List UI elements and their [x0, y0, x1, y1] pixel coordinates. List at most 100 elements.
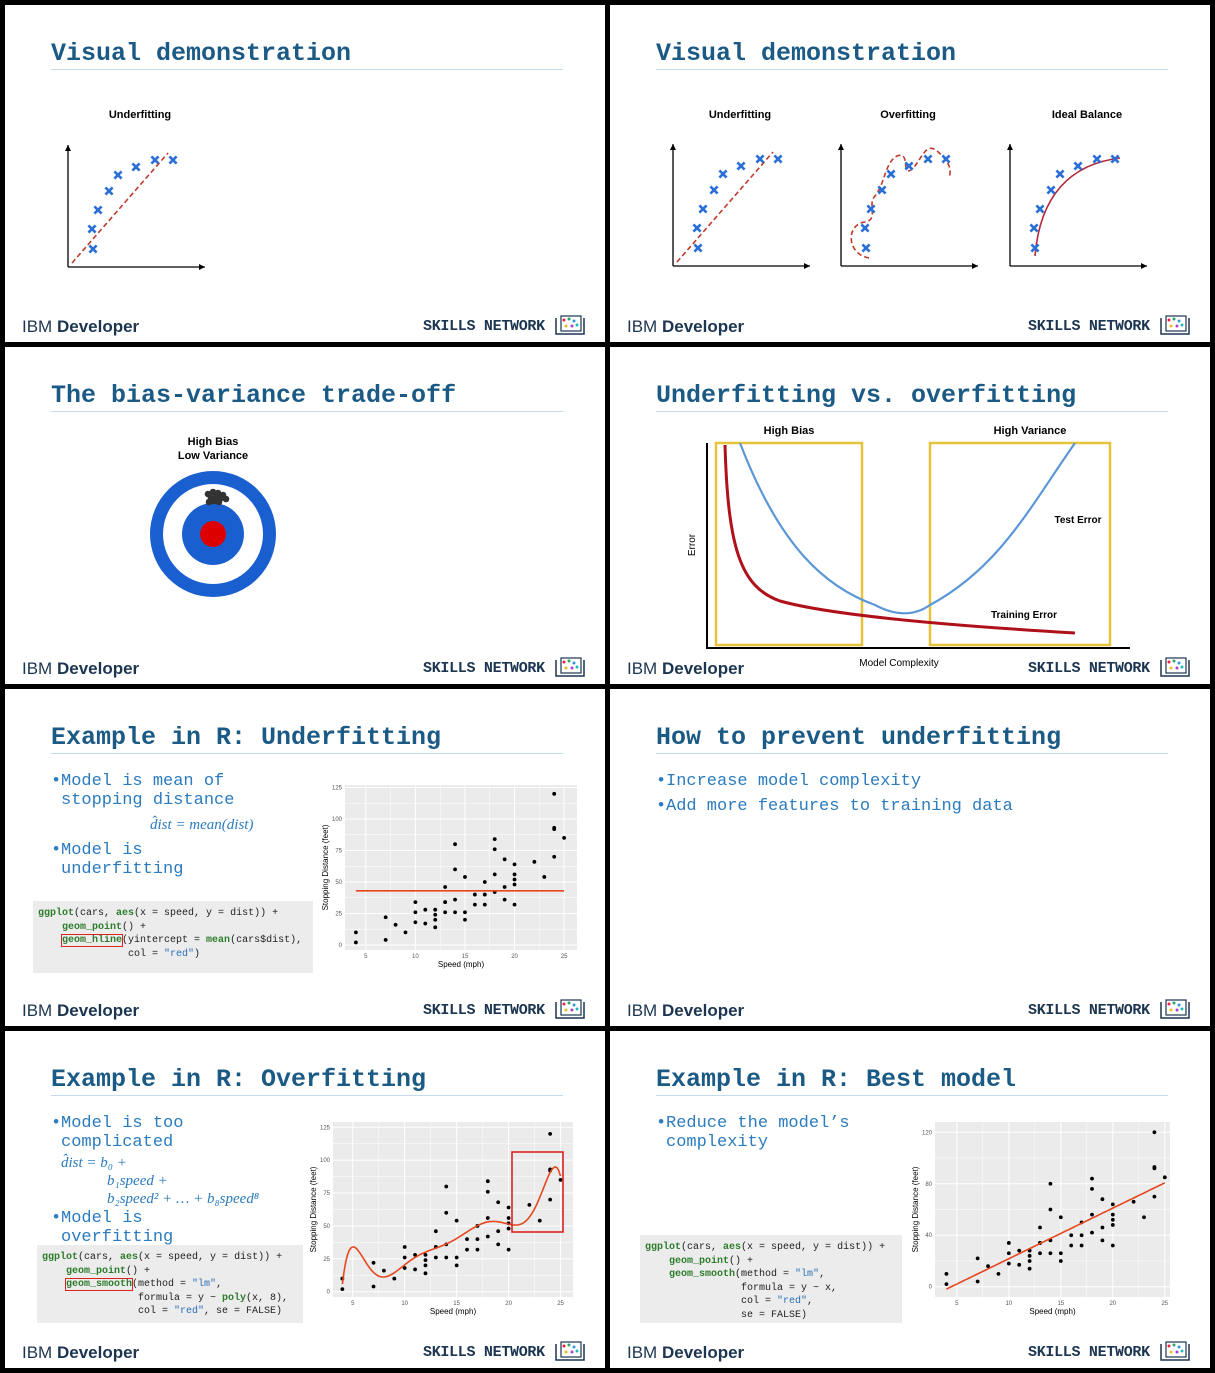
data-point	[502, 897, 507, 902]
data-point	[433, 1255, 438, 1260]
data-point	[552, 791, 557, 796]
logo-dot	[1177, 319, 1181, 323]
logo-dot	[1169, 666, 1173, 670]
logo-dot	[1175, 666, 1179, 670]
arrowhead	[1141, 263, 1147, 269]
cross	[1055, 169, 1065, 179]
brand: IBM	[627, 1343, 658, 1362]
data-point	[393, 922, 398, 927]
logo-dot	[575, 665, 579, 669]
target-label: Low Variance	[178, 450, 248, 462]
logo-book	[1165, 657, 1187, 674]
footer-network: SKILLS NETWORK	[1028, 318, 1150, 335]
data-point	[382, 1268, 386, 1273]
slide: 0 40 80 120 5 10 15 20 25 Speed (mph) Stopping Dis…	[610, 1031, 1210, 1368]
footer-brand: IBM Developer	[627, 1343, 744, 1363]
logo-dot	[1172, 659, 1176, 663]
cross	[1073, 161, 1083, 171]
data-point	[506, 1216, 511, 1220]
logo-dot	[1167, 660, 1171, 664]
data-point	[512, 882, 517, 887]
logo-dot	[1167, 318, 1171, 322]
cross	[168, 155, 178, 165]
data-point	[383, 938, 388, 942]
data-point	[548, 1131, 553, 1136]
data-point	[502, 885, 507, 889]
logo-book	[560, 657, 582, 674]
data-point	[944, 1271, 949, 1276]
logo-dot	[570, 324, 574, 328]
shot	[215, 498, 223, 506]
data-point	[1090, 1230, 1094, 1235]
data-point	[402, 1266, 407, 1270]
y-tick-label: 80	[925, 1182, 932, 1188]
logo-dot	[572, 661, 576, 665]
logo-dot	[575, 1007, 579, 1011]
data-point	[1069, 1243, 1074, 1248]
x-tick-label: 20	[1109, 1301, 1116, 1307]
test-error-curve	[738, 442, 1076, 615]
logo-book	[560, 999, 582, 1016]
data-point	[1110, 1217, 1115, 1222]
data-point	[1152, 1194, 1157, 1199]
bullet: Model is too complicated	[51, 1114, 221, 1152]
data-point	[413, 920, 418, 925]
data-point	[465, 1237, 469, 1242]
data-point	[552, 854, 557, 859]
code-line: col = "red",	[645, 1296, 814, 1307]
logo-dot	[572, 1003, 576, 1007]
cross	[88, 244, 98, 254]
product: Developer	[661, 1343, 745, 1362]
arrowhead	[838, 144, 844, 150]
bullet: Reduce the model’s complexity	[656, 1114, 876, 1152]
logo-dot	[1167, 1002, 1171, 1006]
data-point	[454, 1263, 459, 1268]
y-axis-title: Error	[687, 533, 698, 556]
fit-line	[676, 151, 774, 263]
data-point	[1100, 1238, 1105, 1243]
code-line: col = "red", se = FALSE)	[42, 1306, 283, 1317]
code-line: geom_point() +	[62, 921, 147, 933]
x-axis-title: Speed (mph)	[430, 1307, 477, 1316]
data-point	[340, 1287, 345, 1292]
bullet: Increase model complexity	[656, 772, 1186, 791]
data-point	[413, 910, 418, 915]
cross	[923, 154, 933, 164]
x-tick-label: 5	[955, 1301, 959, 1307]
y-tick-label: 40	[925, 1233, 932, 1239]
code-line: formula = y ~ poly(x, 8),	[42, 1292, 289, 1304]
logo-dot	[1175, 1350, 1179, 1354]
data-point	[1058, 1251, 1063, 1256]
logo-dot	[564, 1008, 568, 1012]
slide-title: How to prevent underfitting	[656, 723, 1062, 752]
cross	[150, 155, 160, 165]
logo-dot	[575, 323, 579, 327]
x-tick-label: 15	[453, 1301, 460, 1307]
logo-dot	[562, 318, 566, 322]
title-rule	[656, 69, 1168, 70]
data-point	[1142, 1215, 1146, 1220]
data-point	[433, 907, 438, 912]
bullet: Model is overfitting	[51, 1209, 221, 1247]
data-point	[453, 897, 457, 902]
footer-network: SKILLS NETWORK	[1028, 660, 1150, 677]
product: Developer	[56, 317, 140, 336]
cross	[131, 162, 141, 172]
logo-dot	[572, 319, 576, 323]
title-rule	[656, 753, 1168, 754]
cross	[736, 161, 746, 171]
slide-title: Visual demonstration	[51, 39, 352, 68]
logo-frame	[555, 1344, 585, 1361]
y-tick-label: 125	[332, 786, 343, 792]
data-point	[454, 1218, 459, 1223]
slide-graphics: Underfitting	[65, 109, 585, 335]
code-line: geom_point() +	[66, 1265, 151, 1277]
slide-title: Example in R: Overfitting	[51, 1065, 427, 1094]
data-point	[392, 1276, 397, 1281]
data-point	[1079, 1243, 1084, 1248]
shot	[209, 488, 217, 496]
logo-dot	[567, 659, 571, 663]
cross	[1110, 154, 1120, 164]
fit-curve	[341, 1166, 562, 1285]
cross	[1029, 223, 1039, 233]
